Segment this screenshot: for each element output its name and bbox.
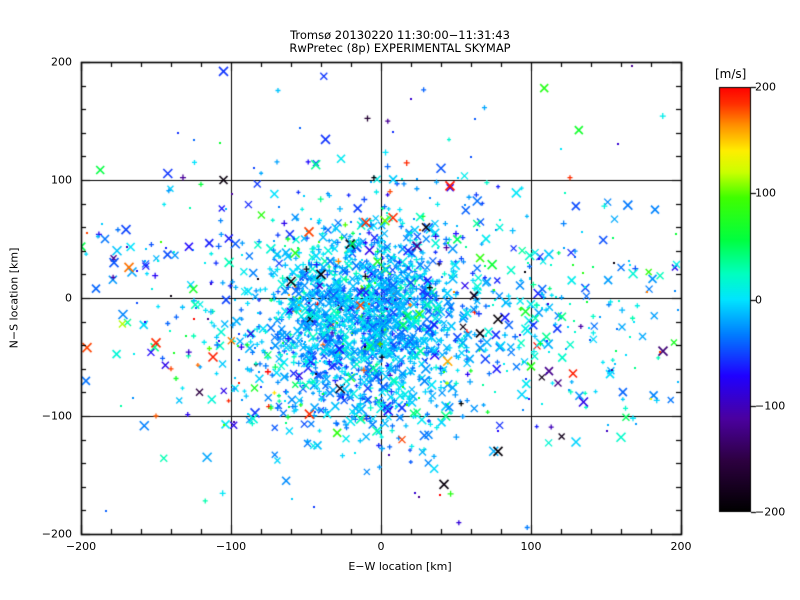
colorbar-tick-label-0: 200 bbox=[755, 80, 776, 94]
x-tick-label-1: −100 bbox=[215, 540, 247, 553]
colorbar-tick-label-1: 100 bbox=[755, 186, 776, 200]
y-tick-label-4: −200 bbox=[41, 527, 72, 541]
colorbar-tick-label-4: −200 bbox=[755, 505, 786, 519]
y-tick-label-0: 200 bbox=[51, 55, 72, 69]
y-axis-label: N−S location [km] bbox=[7, 247, 21, 349]
colorbar-unit-label: [m/s] bbox=[715, 67, 747, 81]
colorbar-tick-label-2: 0 bbox=[755, 293, 762, 306]
x-tick-label-0: −200 bbox=[65, 540, 97, 553]
colorbar-tick-label-3: −100 bbox=[755, 399, 786, 413]
x-axis-label: E−W location [km] bbox=[348, 560, 452, 573]
x-tick-label-2: 0 bbox=[377, 540, 385, 553]
plot-title-line1: Tromsø 20130220 11:30:00−11:31:43 bbox=[290, 28, 510, 42]
y-tick-label-3: −100 bbox=[41, 409, 72, 423]
x-tick-label-3: 100 bbox=[520, 540, 542, 553]
plot-title-line2: RwPretec (8p) EXPERIMENTAL SKYMAP bbox=[289, 41, 511, 55]
x-tick-label-4: 200 bbox=[670, 540, 692, 553]
y-tick-label-1: 100 bbox=[51, 173, 72, 187]
y-tick-label-2: 0 bbox=[65, 291, 72, 305]
